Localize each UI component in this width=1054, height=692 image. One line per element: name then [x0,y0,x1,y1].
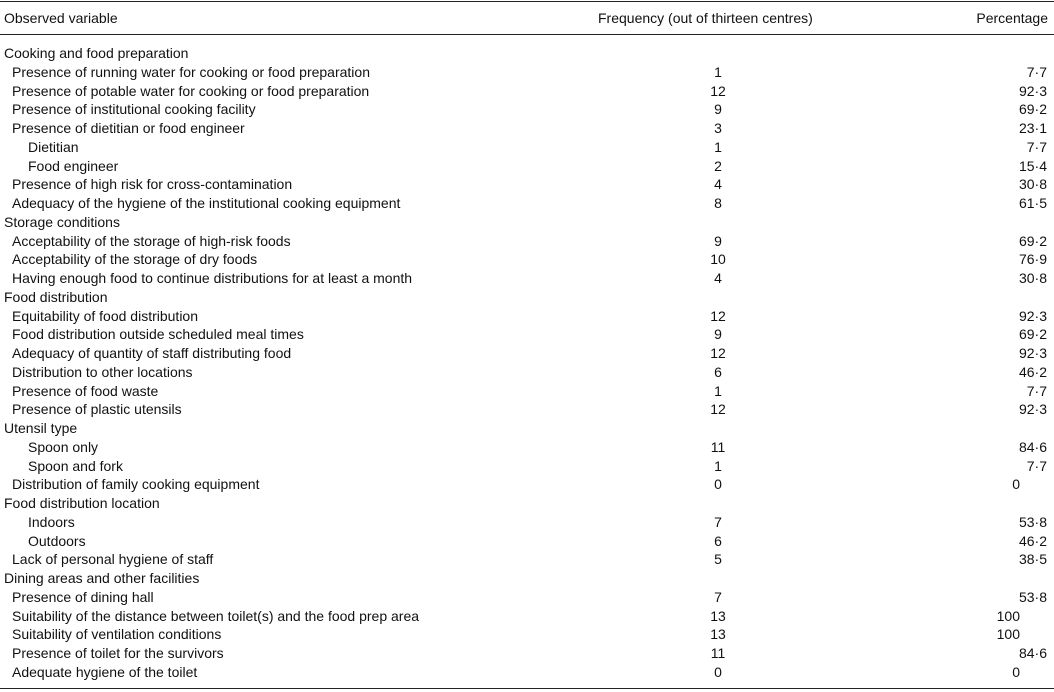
row-label: Lack of personal hygiene of staff [12,551,214,568]
frequency-cell: 12 [710,82,726,99]
percentage-cell: 7·7 [1026,457,1047,474]
frequency-cell: 3 [714,120,722,136]
row-label: Adequate hygiene of the toilet [12,663,198,680]
frequency-cell: 6 [714,363,722,380]
row-label: Indoors [28,513,75,530]
frequency-cell: 4 [714,176,722,193]
percentage-cell: 7·7 [1026,63,1047,80]
percentage-cell: 76·9 [1018,251,1047,268]
percentage-cell: 92·3 [1018,401,1047,418]
frequency-cell: 13 [710,626,726,643]
percentage-cell: 69·2 [1018,101,1047,118]
row-label: Spoon and fork [28,457,123,474]
section-title: Cooking and food preparation [4,45,189,61]
row-label: Presence of toilet for the survivors [12,645,224,661]
frequency-cell: 9 [714,232,722,249]
frequency-cell: 11 [710,438,726,455]
frequency-cell: 12 [710,307,726,324]
percentage-cell: 92·3 [1018,345,1047,361]
row-label: Having enough food to continue distribut… [12,270,413,286]
frequency-cell: 7 [714,588,722,605]
header-cell: Observed variable [4,10,118,26]
section-title: Storage conditions [4,213,120,230]
frequency-cell: 10 [710,251,726,268]
row-label: Presence of dining hall [12,588,154,605]
row-label: Food distribution outside scheduled meal… [12,326,304,343]
percentage-cell: 7·7 [1026,138,1047,155]
frequency-cell: 1 [714,63,722,80]
row-label: Suitability of ventilation conditions [12,626,222,643]
percentage-cell: 46·2 [1018,363,1047,380]
row-label: Distribution of family cooking equipment [12,476,260,493]
frequency-cell: 12 [710,401,726,418]
percentage-cell: 92·3 [1018,307,1047,324]
frequency-cell: 0 [714,663,722,680]
frequency-cell: 2 [714,157,722,174]
row-label: Distribution to other locations [12,363,193,380]
row-label: Presence of high risk for cross-contamin… [12,176,293,193]
section-title: Dining areas and other facilities [4,570,200,586]
percentage-cell: 0 [1012,663,1020,680]
percentage-cell: 53·8 [1018,588,1047,605]
row-label: Adequacy of the hygiene of the instituti… [12,195,401,211]
row-label: Acceptability of the storage of high-ris… [12,232,291,249]
row-label: Presence of dietitian or food engineer [12,120,245,136]
header-rule [0,34,1054,35]
frequency-cell: 9 [714,101,722,118]
frequency-cell: 1 [714,138,722,155]
row-label: Presence of food waste [12,382,159,399]
percentage-cell: 30·8 [1018,176,1047,193]
percentage-cell: 0 [1012,476,1020,493]
row-label: Equitability of food distribution [12,307,198,324]
percentage-cell: 69·2 [1018,232,1047,249]
percentage-cell: 92·3 [1018,82,1047,99]
group-label: Food distribution location [4,495,160,511]
row-label: Spoon only [28,438,99,455]
group-label: Utensil type [4,420,78,436]
percentage-cell: 46·2 [1018,532,1047,549]
frequency-cell: 12 [710,345,726,361]
percentage-cell: 69·2 [1018,326,1047,343]
percentage-cell: 84·6 [1018,645,1047,661]
top-rule [0,1,1054,3]
row-label: Presence of running water for cooking or… [12,63,370,80]
row-label: Suitability of the distance between toil… [12,607,420,624]
bottom-rule [0,688,1054,690]
frequency-cell: 0 [714,476,722,493]
frequency-cell: 5 [714,551,722,568]
row-label: Presence of plastic utensils [12,401,182,418]
frequency-cell: 4 [714,270,722,286]
percentage-cell: 84·6 [1018,438,1047,455]
percentage-cell: 53·8 [1018,513,1047,530]
row-label: Adequacy of quantity of staff distributi… [12,345,292,361]
frequency-cell: 1 [714,457,722,474]
percentage-cell: 15·4 [1018,157,1047,174]
frequency-cell: 1 [714,382,722,399]
percentage-cell: 100 [996,607,1020,624]
percentage-cell: 38·5 [1018,551,1047,568]
row-label: Dietitian [28,138,79,155]
frequency-cell: 6 [714,532,722,549]
percentage-cell: 61·5 [1018,195,1047,211]
percentage-cell: 23·1 [1018,120,1047,136]
row-label: Presence of institutional cooking facili… [12,101,256,118]
frequency-cell: 7 [714,513,722,530]
section-title: Food distribution [4,288,108,305]
percentage-cell: 30·8 [1018,270,1047,286]
percentage-cell: 100 [996,626,1020,643]
frequency-cell: 11 [710,645,726,661]
row-label: Presence of potable water for cooking or… [12,82,370,99]
frequency-cell: 8 [714,195,722,211]
header-cell: Percentage [976,10,1048,26]
row-label: Acceptability of the storage of dry food… [12,251,258,268]
row-label: Food engineer [28,157,119,174]
header-cell: Frequency (out of thirteen centres) [598,10,813,26]
frequency-cell: 9 [714,326,722,343]
frequency-cell: 13 [710,607,726,624]
row-label: Outdoors [28,532,86,549]
percentage-cell: 7·7 [1026,382,1047,399]
